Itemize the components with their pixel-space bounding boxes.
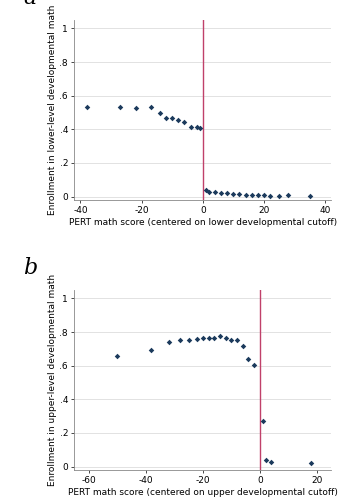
Point (206, 188, 212, 196)
Point (170, 114, 175, 122)
Point (176, 116, 181, 124)
Point (217, 332, 223, 340)
Point (286, 191, 291, 199)
Point (267, 192, 273, 200)
Text: a: a (23, 0, 36, 9)
Point (224, 190, 230, 198)
Point (84, 104, 89, 112)
X-axis label: PERT math score (centered on upper developmental cutoff): PERT math score (centered on upper devel… (68, 488, 338, 497)
Point (307, 192, 313, 200)
Point (234, 336, 240, 344)
Point (240, 342, 245, 349)
Point (276, 192, 282, 200)
Point (194, 123, 199, 131)
X-axis label: PERT math score (centered on lower developmental cutoff): PERT math score (centered on lower devel… (69, 218, 337, 227)
Point (255, 191, 261, 199)
Point (197, 124, 202, 132)
Point (149, 346, 154, 354)
Point (206, 334, 211, 342)
Point (157, 108, 163, 116)
Point (200, 334, 206, 342)
Point (231, 190, 236, 198)
Point (309, 460, 314, 468)
Point (182, 118, 187, 126)
Point (194, 335, 200, 343)
Point (261, 191, 267, 199)
Point (269, 458, 274, 466)
Point (203, 186, 209, 194)
Y-axis label: Enrollment in upper-level developmental math: Enrollment in upper-level developmental … (48, 274, 57, 486)
Point (243, 191, 248, 199)
Point (249, 191, 255, 199)
Point (133, 104, 138, 112)
Point (148, 102, 153, 110)
Point (263, 456, 268, 464)
Point (212, 188, 218, 196)
Point (188, 123, 193, 131)
Point (163, 114, 169, 122)
Point (246, 355, 251, 363)
Point (260, 417, 265, 425)
Point (237, 190, 242, 198)
Point (115, 352, 120, 360)
Point (251, 361, 257, 369)
Y-axis label: Enrollment in lower-level developmental math: Enrollment in lower-level developmental … (48, 5, 57, 215)
Point (218, 190, 224, 198)
Point (223, 334, 228, 342)
Point (228, 336, 234, 344)
Point (212, 334, 217, 342)
Text: b: b (23, 257, 37, 279)
Point (177, 336, 183, 344)
Point (186, 336, 191, 344)
Point (118, 104, 123, 112)
Point (166, 338, 171, 346)
